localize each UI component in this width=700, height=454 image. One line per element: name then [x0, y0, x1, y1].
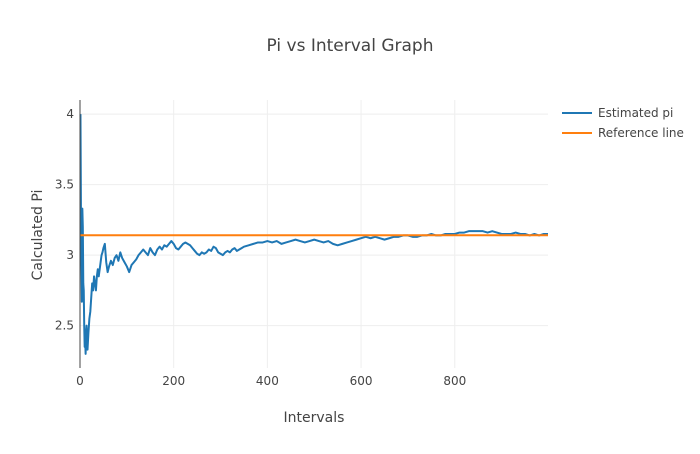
x-axis-title: Intervals: [284, 410, 345, 426]
x-axis-ticks: 0 200 400 600 800: [76, 374, 466, 388]
x-tick-label: 200: [162, 374, 185, 388]
y-axis-title: Calculated Pi: [30, 190, 46, 281]
y-tick-label: 4: [66, 107, 74, 121]
y-tick-label: 3.5: [55, 178, 74, 192]
legend[interactable]: Estimated pi Reference line: [562, 106, 684, 140]
chart-title: Pi vs Interval Graph: [267, 36, 434, 56]
x-tick-label: 0: [76, 374, 84, 388]
x-tick-label: 400: [256, 374, 279, 388]
legend-label-reference-line[interactable]: Reference line: [598, 126, 684, 140]
estimated-pi-line: [79, 114, 548, 355]
y-axis-ticks: 2.5 3 3.5 4: [55, 107, 74, 333]
y-tick-label: 3: [66, 248, 74, 262]
legend-label-estimated-pi[interactable]: Estimated pi: [598, 106, 673, 120]
y-tick-label: 2.5: [55, 319, 74, 333]
grid: [80, 100, 548, 368]
series-layer: [79, 114, 548, 355]
x-tick-label: 600: [350, 374, 373, 388]
x-tick-label: 800: [443, 374, 466, 388]
